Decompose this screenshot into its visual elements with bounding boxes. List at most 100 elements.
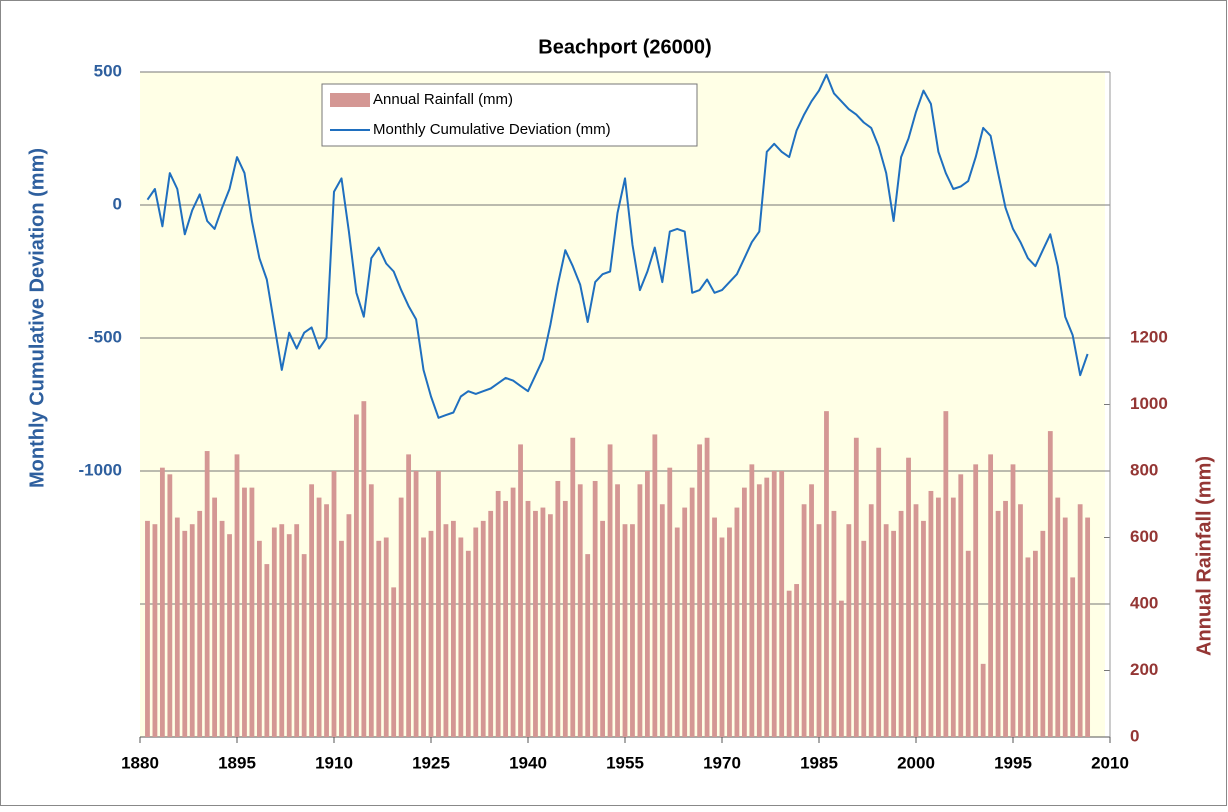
bar	[436, 471, 441, 737]
x-tick-label: 1910	[315, 753, 353, 772]
bar	[891, 530, 897, 737]
bar	[771, 471, 777, 737]
bar	[510, 487, 516, 737]
bar	[943, 411, 949, 737]
bar	[906, 457, 911, 737]
bar	[316, 497, 322, 737]
bar	[1018, 504, 1023, 737]
y2-tick-label: 400	[1130, 593, 1158, 612]
bar	[1062, 517, 1068, 737]
bar	[256, 540, 262, 737]
bar	[935, 497, 941, 737]
bar	[353, 414, 359, 737]
bar	[764, 477, 770, 737]
bar	[570, 437, 576, 737]
bar	[831, 510, 837, 737]
bar	[540, 507, 546, 737]
bar	[637, 484, 643, 737]
bar	[928, 490, 934, 737]
bar	[876, 447, 882, 737]
bar	[212, 497, 218, 737]
bar	[727, 527, 732, 737]
bar	[204, 451, 210, 737]
bar	[824, 411, 829, 737]
bar	[622, 524, 628, 737]
x-tick-label: 1955	[606, 753, 644, 772]
bar	[421, 537, 426, 737]
bar	[383, 537, 389, 737]
y-axis-label: Monthly Cumulative Deviation (mm)	[26, 148, 48, 488]
bar	[980, 663, 986, 737]
bar	[838, 600, 844, 737]
bar	[533, 510, 538, 737]
y-tick-label: 0	[113, 194, 122, 213]
bar	[182, 530, 188, 737]
bar	[652, 434, 658, 737]
bar	[1032, 550, 1038, 737]
bar	[585, 554, 591, 737]
y2-axis-label: Annual Rainfall (mm)	[1193, 456, 1215, 656]
bar	[398, 497, 404, 737]
bar	[644, 471, 650, 737]
y-tick-label: -500	[88, 327, 122, 346]
y-tick-label: -1000	[79, 460, 122, 479]
bar	[682, 507, 688, 737]
bar	[294, 524, 300, 737]
bar	[189, 524, 195, 737]
bar	[868, 504, 874, 737]
bar	[749, 464, 755, 737]
bar	[503, 500, 509, 737]
bar	[898, 510, 904, 737]
x-tick-label: 1895	[218, 753, 256, 772]
y2-tick-label: 600	[1130, 527, 1158, 546]
bar	[1085, 517, 1091, 737]
bar	[234, 454, 240, 737]
bar	[286, 534, 292, 737]
x-tick-label: 2010	[1091, 753, 1129, 772]
bar	[219, 520, 225, 737]
bar	[592, 480, 598, 737]
bar	[674, 527, 680, 737]
bar	[495, 490, 501, 737]
bar	[861, 540, 867, 737]
bar	[794, 584, 800, 737]
bar	[518, 444, 523, 737]
bar	[443, 524, 449, 737]
bar	[615, 484, 620, 737]
bar	[197, 510, 203, 737]
y-tick-label: 500	[94, 61, 122, 80]
bar	[309, 484, 315, 737]
bar	[697, 444, 703, 737]
legend-label: Annual Rainfall (mm)	[373, 91, 513, 108]
bar	[152, 524, 158, 737]
bar	[488, 510, 494, 737]
bar	[159, 467, 165, 737]
legend-label: Monthly Cumulative Deviation (mm)	[373, 121, 611, 138]
y2-tick-label: 1000	[1130, 394, 1168, 413]
bar	[406, 454, 412, 737]
bar	[167, 474, 173, 737]
bar	[704, 437, 710, 737]
bar	[921, 520, 926, 737]
bar	[630, 524, 635, 737]
bar	[391, 587, 397, 737]
bar	[689, 487, 695, 737]
bar	[958, 474, 964, 737]
bar	[368, 484, 374, 737]
bar	[413, 471, 419, 737]
bar	[741, 487, 747, 737]
y2-tick-label: 0	[1130, 726, 1139, 745]
bar	[174, 517, 180, 737]
bar	[376, 540, 382, 737]
bar	[279, 524, 285, 737]
bar	[339, 540, 344, 737]
bar	[227, 534, 232, 737]
bar	[271, 527, 277, 737]
bar	[301, 554, 307, 737]
bar	[600, 520, 606, 737]
bar	[719, 537, 725, 737]
bar	[846, 524, 852, 737]
bar	[473, 527, 479, 737]
bar	[1025, 557, 1031, 737]
bar	[264, 564, 270, 737]
